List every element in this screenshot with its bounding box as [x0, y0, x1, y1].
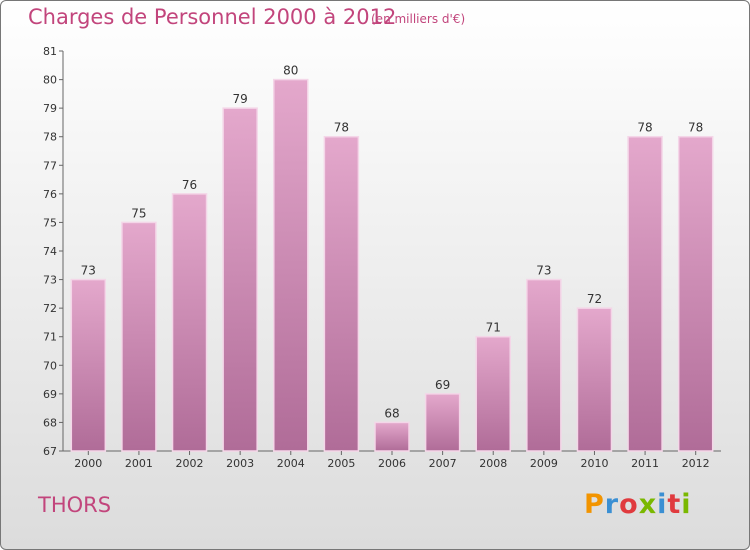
x-tick-label: 2011: [631, 457, 659, 470]
chart-title: Charges de Personnel 2000 à 2012: [28, 5, 397, 29]
data-label-2007: 69: [435, 378, 450, 392]
y-tick-label: 74: [43, 245, 57, 258]
x-tick-label: 2002: [176, 457, 204, 470]
y-tick-label: 68: [43, 416, 57, 429]
data-labels: 73 75 76 79 80 78 68 69 71 73 72 78 78: [81, 64, 704, 421]
data-label-2012: 78: [688, 121, 703, 135]
bars: [70, 78, 714, 452]
data-label-2010: 72: [587, 292, 602, 306]
y-tick-label: 71: [43, 331, 57, 344]
data-label-2006: 68: [384, 406, 399, 420]
bar-2005: [323, 135, 360, 452]
bar-2008: [475, 335, 511, 452]
y-tick-label: 77: [43, 159, 57, 172]
x-tick-label: 2010: [580, 457, 608, 470]
data-label-2008: 71: [486, 321, 501, 335]
y-tick-label: 79: [43, 102, 57, 115]
y-tick-label: 80: [43, 74, 57, 87]
x-tick-label: 2001: [125, 457, 153, 470]
data-label-2005: 78: [334, 121, 349, 135]
y-tick-label: 75: [43, 216, 57, 229]
bar-2011: [627, 135, 663, 452]
data-label-2003: 79: [233, 92, 248, 106]
bar-2010: [576, 307, 613, 452]
bar-2004: [273, 78, 309, 452]
y-tick-label: 76: [43, 188, 57, 201]
proxiti-logo: Proxiti: [584, 489, 692, 520]
bar-2009: [526, 278, 562, 452]
y-tick-label: 78: [43, 131, 57, 144]
x-tick-label: 2000: [74, 457, 102, 470]
data-label-2000: 73: [81, 264, 96, 278]
y-tick-label: 70: [43, 359, 57, 372]
data-label-2009: 73: [536, 264, 551, 278]
x-axis: 2000 2001 2002 2003 2004 2005 2006 2007 2008 2009…: [74, 451, 710, 470]
x-tick-label: 2006: [378, 457, 406, 470]
bar-2006: [374, 421, 410, 452]
bar-2001: [121, 221, 157, 452]
x-tick-label: 2007: [429, 457, 457, 470]
place-name: THORS: [38, 493, 112, 517]
data-label-2004: 80: [283, 64, 298, 78]
x-tick-label: 2005: [327, 457, 355, 470]
bar-2000: [70, 278, 107, 452]
y-tick-label: 81: [43, 45, 57, 58]
y-tick-label: 72: [43, 302, 57, 315]
x-tick-label: 2003: [226, 457, 254, 470]
x-tick-label: 2012: [682, 457, 710, 470]
bar-2012: [677, 135, 714, 452]
x-tick-label: 2004: [277, 457, 305, 470]
data-label-2011: 78: [637, 121, 652, 135]
y-tick-label: 69: [43, 388, 57, 401]
data-label-2001: 75: [131, 206, 146, 220]
bar-2002: [171, 193, 208, 452]
y-tick-label: 73: [43, 274, 57, 287]
x-tick-label: 2009: [530, 457, 558, 470]
y-axis: 67 68 69 70 71 72 73 74 75 76 77 78 79 80 81: [43, 45, 63, 458]
bar-2003: [222, 107, 258, 452]
chart-unit: (en milliers d'€): [371, 12, 466, 26]
x-tick-label: 2008: [479, 457, 507, 470]
bar-2007: [424, 393, 461, 452]
data-label-2002: 76: [182, 178, 197, 192]
y-tick-label: 67: [43, 445, 57, 458]
